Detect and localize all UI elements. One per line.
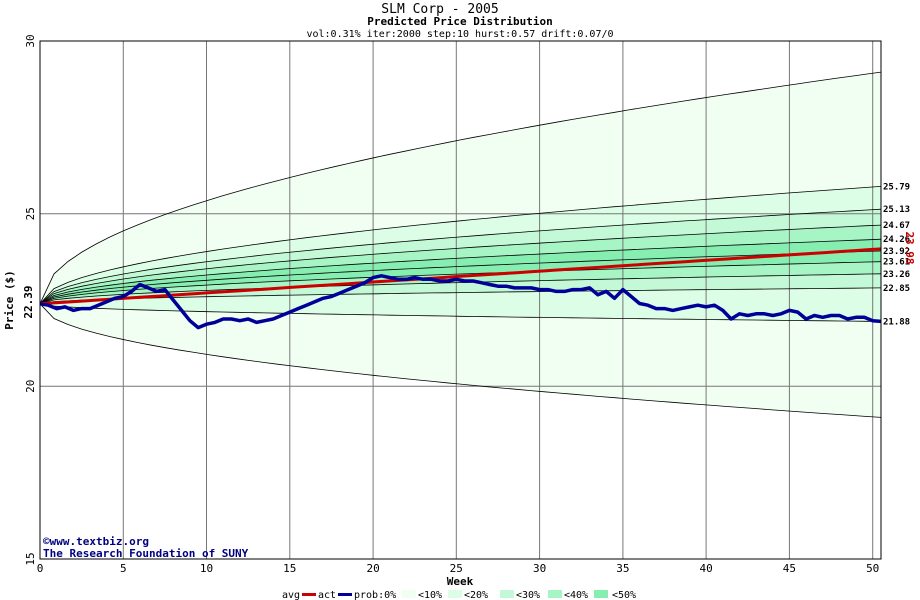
watermark-org: The Research Foundation of SUNY: [43, 547, 249, 560]
distribution-line: [39, 250, 882, 305]
percentile-end-label: 24.67: [883, 221, 910, 231]
x-tick-label: 10: [200, 562, 213, 575]
probability-band: [40, 239, 881, 304]
x-tick-label: 50: [866, 562, 879, 575]
y-tick-label: 15: [24, 552, 37, 565]
legend-p20-swatch: [500, 590, 514, 598]
percentile-end-label: 22.85: [883, 284, 910, 294]
x-tick-label: 0: [37, 562, 44, 575]
plot-frame: [39, 40, 882, 560]
x-axis-label: Week: [447, 575, 474, 588]
legend-act-label: act: [318, 590, 336, 600]
legend-p30-swatch: [548, 590, 562, 598]
percentile-end-label: 23.61: [883, 258, 910, 268]
x-tick-label: 40: [699, 562, 712, 575]
grid-lines: [39, 41, 881, 559]
distribution-line: [39, 186, 882, 305]
legend-act-swatch: [338, 593, 352, 596]
axes: 0 5 10 15 20 25 30 35 40 45 50 15 20 25 30: [24, 34, 879, 575]
y-tick-label: 30: [24, 34, 37, 47]
avg-end-label: 23.98: [903, 231, 916, 264]
series-line-avg: [39, 247, 882, 306]
percentile-end-label: 21.88: [883, 317, 910, 327]
distribution-line: [39, 71, 882, 304]
distribution-bands: [40, 72, 881, 418]
legend-p20-label: <20%: [464, 590, 488, 600]
legend-avg-label: avg: [282, 590, 300, 600]
x-tick-label: 35: [616, 562, 629, 575]
distribution-line: [39, 287, 882, 305]
series-line-act: [39, 274, 882, 330]
distribution-line: [39, 303, 882, 418]
legend-avg-swatch: [302, 593, 316, 596]
y-tick-label: 20: [24, 380, 37, 393]
distribution-lines: [39, 71, 882, 418]
y-tick-label: 25: [24, 207, 37, 220]
distribution-line: [39, 208, 882, 305]
start-price-label: 22.39: [22, 285, 35, 318]
legend-p50-label: <50%: [612, 590, 636, 600]
percentile-end-label: 24.26: [883, 235, 910, 245]
x-tick-label: 30: [533, 562, 546, 575]
chart-title: SLM Corp - 2005: [381, 2, 498, 17]
percentile-end-label: 25.79: [883, 182, 910, 192]
legend-p30-label: <30%: [516, 590, 540, 600]
percentile-end-label: 25.13: [883, 205, 910, 215]
distribution-line: [39, 224, 882, 305]
y-axis-label: Price ($): [3, 270, 16, 330]
distribution-line: [39, 238, 882, 305]
legend: avg act prob:0% <10% <20% <30% <40% <50%: [282, 590, 636, 600]
watermark-url: ©www.textbiz.org: [43, 535, 149, 548]
legend-p40-swatch: [594, 590, 608, 598]
distribution-line: [39, 261, 882, 305]
legend-prob0-label: prob:0%: [354, 590, 396, 600]
percentile-end-label: 23.26: [883, 270, 910, 280]
legend-prob0-swatch: [402, 590, 416, 598]
x-tick-label: 25: [450, 562, 463, 575]
chart-parameters: vol:0.31% iter:2000 step:10 hurst:0.57 d…: [306, 29, 613, 40]
x-tick-label: 20: [366, 562, 379, 575]
x-tick-label: 5: [120, 562, 127, 575]
price-series: [39, 247, 882, 330]
legend-p10-swatch: [448, 590, 462, 598]
distribution-line: [39, 273, 882, 305]
legend-p40-label: <40%: [564, 590, 588, 600]
percentile-end-label: 23.92: [883, 247, 910, 257]
legend-p10-label: <10%: [418, 590, 442, 600]
x-tick-label: 45: [783, 562, 796, 575]
x-tick-label: 15: [283, 562, 296, 575]
chart-subtitle: Predicted Price Distribution: [367, 15, 552, 28]
